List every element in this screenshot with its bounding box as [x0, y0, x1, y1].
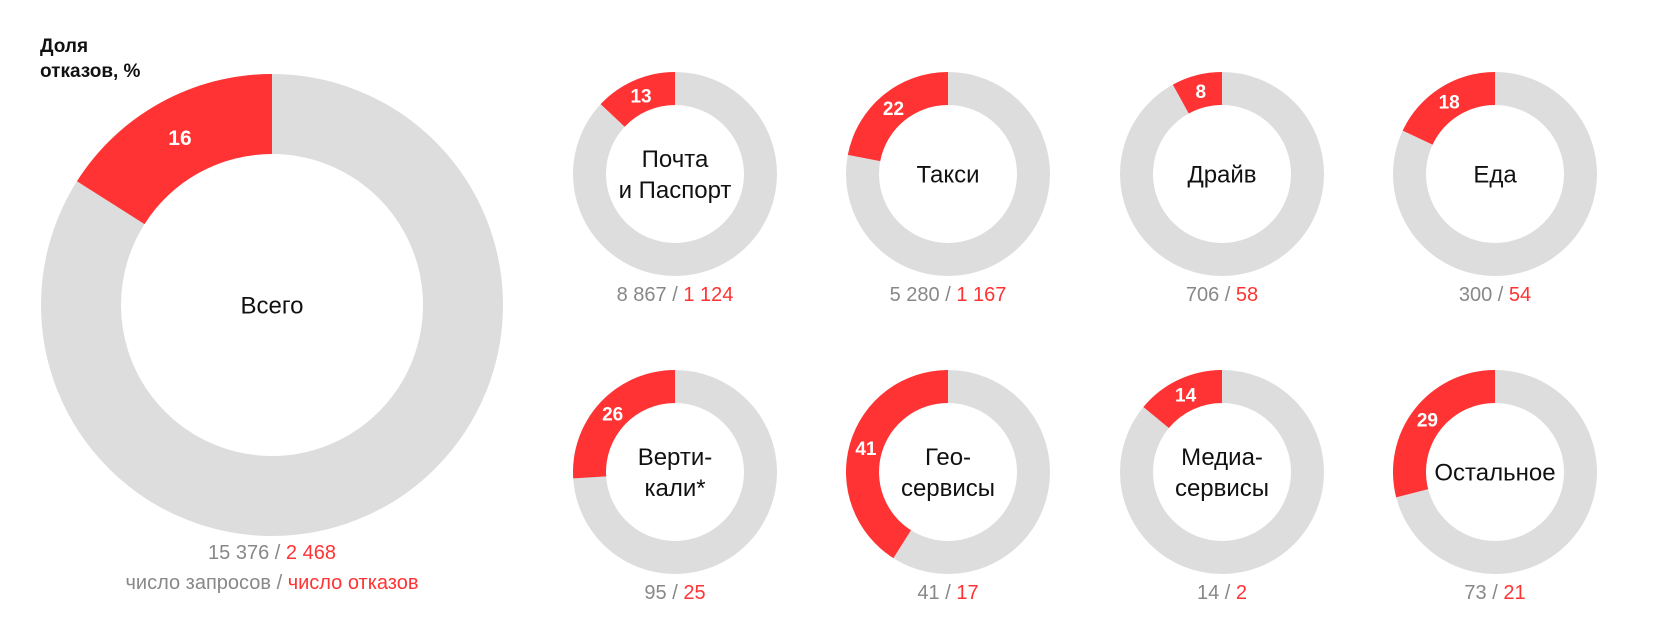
- donut-refusals-count: 21: [1503, 582, 1525, 604]
- donut-count-separator: /: [1219, 284, 1236, 306]
- donut-counts: 73 / 21: [1464, 582, 1525, 604]
- donut-percent-label: 29: [1417, 410, 1438, 431]
- donut-percent-label: 41: [855, 439, 877, 460]
- donut-percent-label: 26: [602, 404, 623, 425]
- donut-refusals-count: 25: [683, 582, 705, 604]
- donut-всего: 16 Всего 15 376 / 2 468: [41, 74, 503, 564]
- donut-такси: 22 Такси 5 280 / 1 167: [846, 72, 1050, 306]
- donut-center-label: сервисы: [901, 475, 995, 502]
- donut-counts: 14 / 2: [1197, 582, 1247, 604]
- donut-остальное: 29 Остальное 73 / 21: [1393, 370, 1597, 604]
- donut-count-separator: /: [1492, 284, 1509, 306]
- donut-refusals-count: 2 468: [286, 542, 336, 564]
- donut-requests-count: 5 280: [890, 284, 940, 306]
- donut-counts: 300 / 54: [1459, 284, 1531, 306]
- legend-separator: /: [271, 572, 288, 594]
- donut-почта-и-паспорт: 13 Почта и Паспорт 8 867 / 1 124: [573, 72, 777, 306]
- donut-percent-label: 22: [883, 99, 904, 120]
- donut-верти-кали: 26 Верти-кали* 95 / 25: [573, 370, 777, 604]
- donut-counts: 5 280 / 1 167: [890, 284, 1007, 306]
- donut-requests-count: 73: [1464, 582, 1486, 604]
- donut-драйв: 8 Драйв 706 / 58: [1120, 72, 1324, 306]
- donut-refusals-count: 17: [956, 582, 978, 604]
- donut-counts: 95 / 25: [644, 582, 705, 604]
- donut-refusals-count: 58: [1236, 284, 1258, 306]
- donut-count-separator: /: [667, 582, 684, 604]
- donut-segment: [600, 72, 675, 127]
- donut-refusals-count: 1 167: [956, 284, 1006, 306]
- donut-counts: 41 / 17: [917, 582, 978, 604]
- donut-segment: [573, 370, 675, 479]
- donut-count-separator: /: [269, 542, 286, 564]
- donut-гео-сервисы: 41 Гео-сервисы 41 / 17: [846, 370, 1050, 604]
- donut-requests-count: 706: [1186, 284, 1219, 306]
- donut-медиа-сервисы: 14 Медиа-сервисы 14 / 2: [1120, 370, 1324, 604]
- donut-percent-label: 13: [630, 86, 651, 107]
- donut-segment: [1143, 370, 1222, 429]
- donut-count-separator: /: [1219, 582, 1236, 604]
- donut-center-label: Почта: [642, 146, 709, 173]
- donut-center-label: Верти-: [638, 444, 713, 471]
- donut-segment: [76, 74, 272, 225]
- donut-center-label: Драйв: [1187, 161, 1256, 188]
- donut-requests-count: 95: [644, 582, 666, 604]
- donut-count-separator: /: [940, 582, 957, 604]
- donut-requests-count: 41: [917, 582, 939, 604]
- chart-title-line-2: отказов, %: [40, 61, 141, 82]
- donut-counts: 706 / 58: [1186, 284, 1258, 306]
- donut-center-label: Всего: [241, 292, 304, 319]
- donut-requests-count: 8 867: [617, 284, 667, 306]
- donut-count-separator: /: [667, 284, 684, 306]
- donut-segment: [1393, 370, 1495, 498]
- donut-counts: 15 376 / 2 468: [208, 542, 336, 564]
- donut-percent-label: 14: [1175, 385, 1197, 406]
- chart-legend: число запросов / число отказов: [126, 572, 419, 594]
- donut-requests-count: 14: [1197, 582, 1219, 604]
- legend-requests: число запросов: [126, 572, 272, 594]
- donut-center-label: Гео-: [925, 444, 971, 471]
- donut-refusals-count: 1 124: [683, 284, 733, 306]
- donut-refusals-count: 54: [1509, 284, 1531, 306]
- donut-refusals-count: 2: [1236, 582, 1247, 604]
- donut-center-label: Такси: [916, 161, 979, 188]
- donut-center-label: Еда: [1473, 161, 1517, 188]
- donut-count-separator: /: [1487, 582, 1504, 604]
- donut-center-label: сервисы: [1175, 475, 1269, 502]
- donut-percent-label: 8: [1195, 82, 1206, 103]
- donut-segment: [847, 72, 948, 162]
- donut-center-label: и Паспорт: [619, 177, 732, 204]
- donut-requests-count: 15 376: [208, 542, 269, 564]
- donut-center-label: Остальное: [1434, 459, 1555, 486]
- donut-center-label: кали*: [644, 475, 705, 502]
- donut-segment: [1172, 72, 1222, 114]
- donut-requests-count: 300: [1459, 284, 1492, 306]
- legend-refusals: число отказов: [288, 572, 419, 594]
- donut-center-label: Медиа-: [1181, 444, 1263, 471]
- donut-group: 16 Всего 15 376 / 2 468 13 Почта и Паспорт 8 8…: [41, 72, 1597, 604]
- donut-counts: 8 867 / 1 124: [617, 284, 734, 306]
- chart-title-line-1: Доля: [40, 36, 88, 57]
- donut-percent-label: 18: [1439, 93, 1460, 114]
- donut-percent-label: 16: [168, 127, 191, 150]
- donut-segment: [1402, 72, 1495, 145]
- donut-segment: [846, 370, 948, 559]
- donut-count-separator: /: [940, 284, 957, 306]
- donut-еда: 18 Еда 300 / 54: [1393, 72, 1597, 306]
